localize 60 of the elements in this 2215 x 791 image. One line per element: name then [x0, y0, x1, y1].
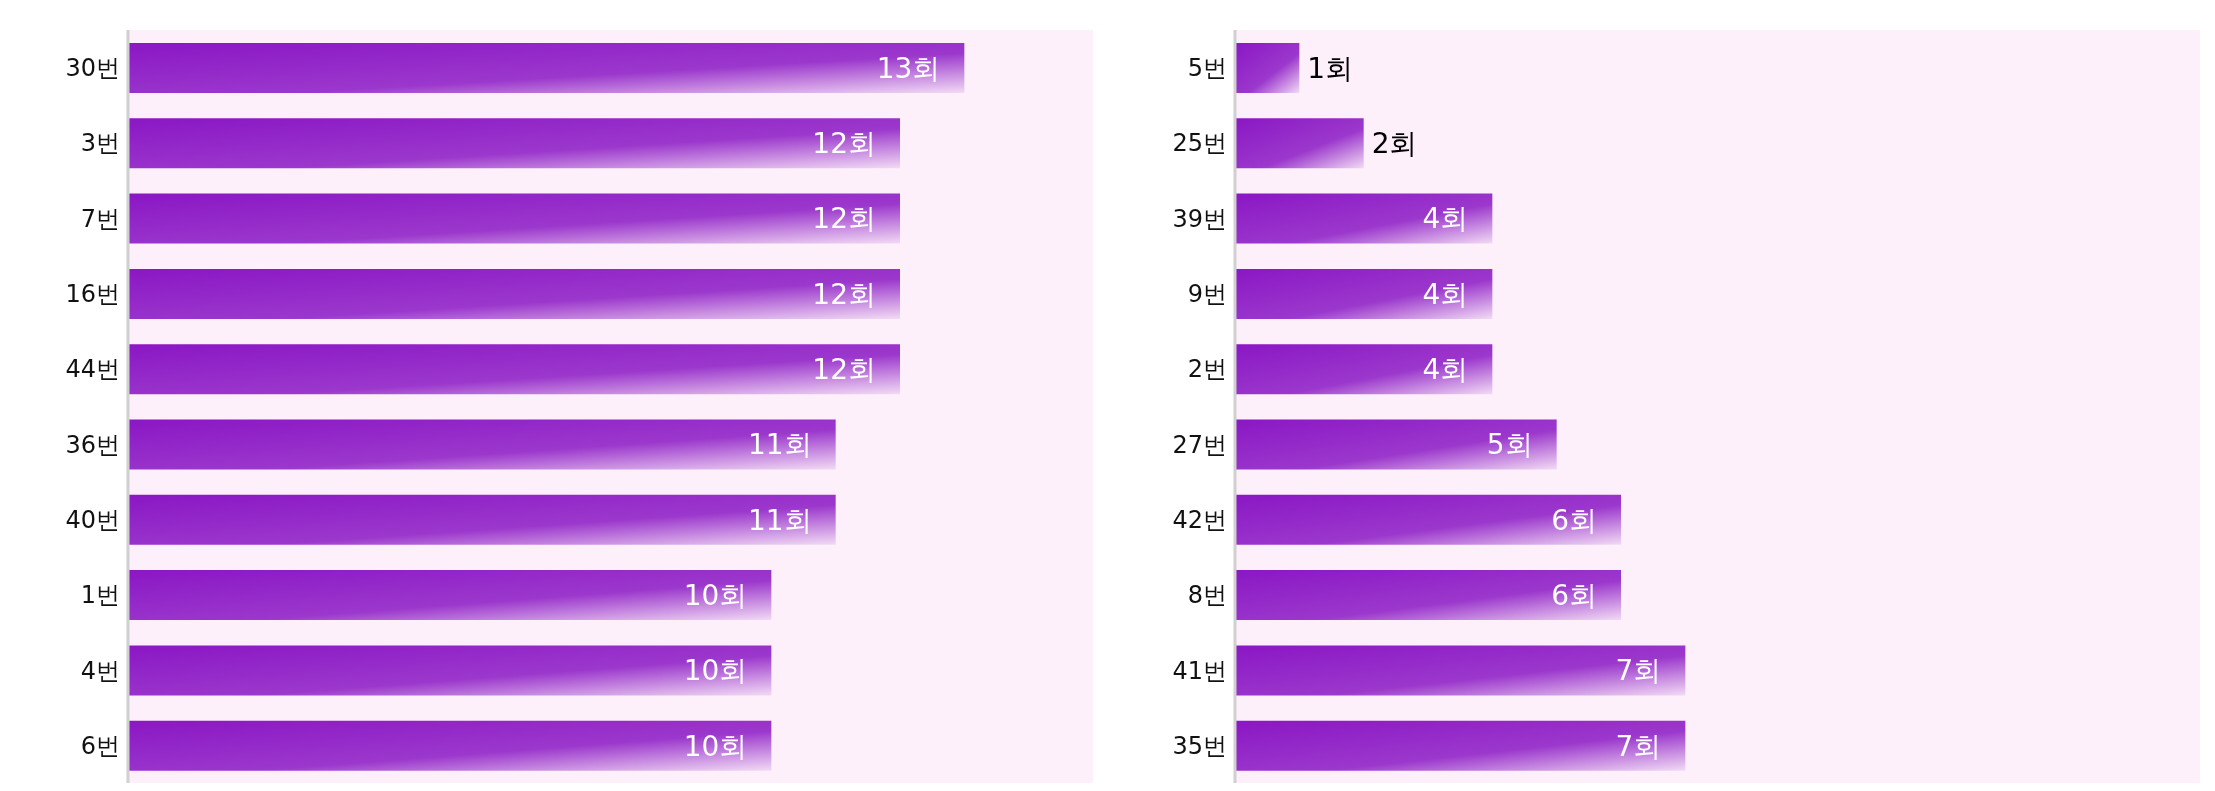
y-tick-label: 7번	[80, 204, 120, 233]
data-label: 7회	[1615, 729, 1662, 763]
y-tick-label: 6번	[80, 731, 120, 760]
y-tick-label: 39번	[1172, 204, 1227, 233]
bar	[128, 720, 772, 771]
y-tick-label: 36번	[65, 430, 120, 459]
bar	[1235, 645, 1686, 696]
y-tick-label: 40번	[65, 505, 120, 534]
data-label: 10회	[683, 729, 748, 763]
bar	[128, 419, 836, 470]
bar	[128, 494, 836, 545]
y-tick-label: 35번	[1172, 731, 1227, 760]
y-tick-label: 41번	[1172, 656, 1227, 685]
y-tick-label: 8번	[1187, 581, 1227, 610]
data-label: 4회	[1422, 277, 1469, 311]
bar	[128, 268, 900, 319]
y-tick-label: 44번	[65, 355, 120, 384]
bar	[1235, 193, 1493, 244]
bar	[128, 344, 900, 395]
data-label: 4회	[1422, 202, 1469, 236]
bar	[128, 193, 900, 244]
bar	[128, 645, 772, 696]
y-tick-label: 1번	[80, 581, 120, 610]
bar	[128, 570, 772, 621]
y-tick-label: 42번	[1172, 505, 1227, 534]
bar	[1235, 344, 1493, 395]
bar	[128, 118, 900, 169]
y-tick-label: 25번	[1172, 129, 1227, 158]
data-label: 13회	[876, 51, 941, 85]
y-tick-label: 4번	[80, 656, 120, 685]
bar	[1235, 720, 1686, 771]
y-tick-label: 16번	[65, 280, 120, 309]
data-label: 12회	[812, 127, 876, 161]
bar	[128, 43, 965, 93]
data-label: 1회	[1307, 51, 1354, 85]
data-label: 7회	[1615, 654, 1662, 688]
data-label: 6회	[1551, 578, 1597, 612]
y-tick-label: 27번	[1172, 430, 1227, 459]
y-tick-label: 9번	[1187, 280, 1227, 309]
data-label: 10회	[683, 578, 748, 612]
y-tick-label: 3번	[80, 129, 120, 158]
bar	[1235, 419, 1557, 470]
y-tick-label: 5번	[1187, 54, 1227, 83]
data-label: 12회	[812, 353, 876, 386]
y-tick-label: 30번	[65, 54, 120, 83]
data-label: 4회	[1422, 353, 1469, 386]
data-label: 11회	[748, 428, 812, 462]
data-label: 11회	[748, 503, 812, 537]
data-label: 10회	[683, 654, 748, 688]
y-tick-label: 2번	[1187, 355, 1227, 384]
data-label: 2회	[1371, 127, 1418, 161]
bar	[1235, 570, 1621, 621]
bar	[1235, 43, 1300, 93]
data-label: 12회	[812, 277, 876, 311]
bar	[1235, 494, 1621, 545]
data-label: 5회	[1486, 428, 1533, 462]
data-label: 6회	[1551, 503, 1597, 537]
bar	[1235, 268, 1493, 319]
data-label: 12회	[812, 202, 876, 236]
bar	[1235, 118, 1364, 169]
